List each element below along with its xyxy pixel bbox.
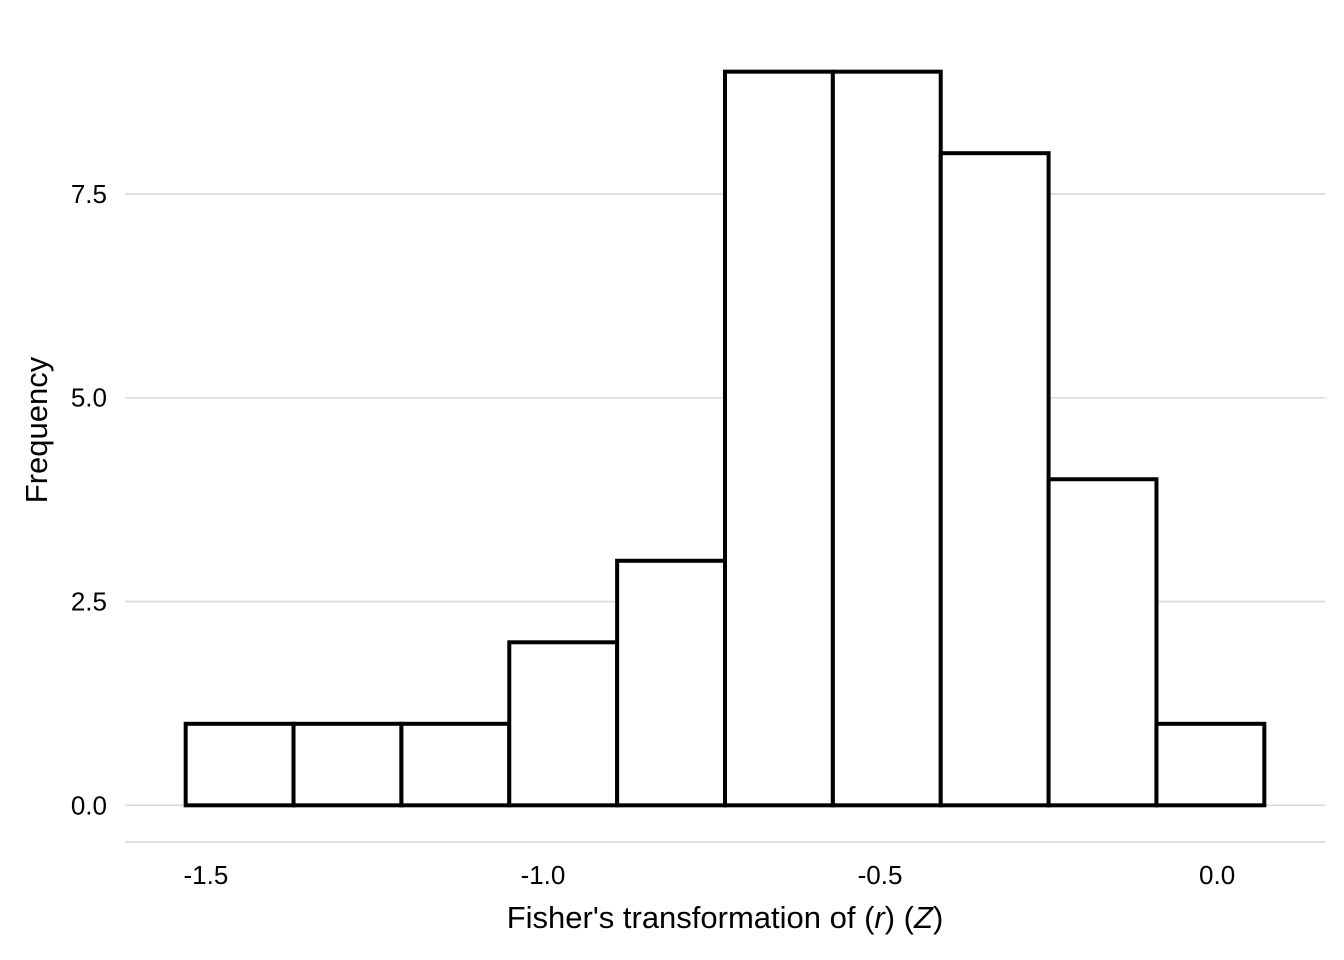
- y-tick-labels: 0.0 2.5 5.0 7.5: [71, 179, 107, 820]
- x-axis-title-mid: ) (: [885, 900, 915, 935]
- histogram-bar: [1154, 721, 1267, 808]
- x-axis-title: Fisher's transformation of (r) (Z): [507, 900, 944, 935]
- y-axis-title: Frequency: [19, 356, 54, 503]
- histogram-bar: [830, 69, 943, 808]
- x-tick-labels: -1.5 -1.0 -0.5 0.0: [183, 860, 1235, 890]
- x-axis-title-end: ): [933, 900, 943, 935]
- histogram-bar: [291, 721, 404, 808]
- x-tick-label: -0.5: [858, 860, 903, 890]
- histogram-bar: [183, 721, 296, 808]
- histogram-bar: [399, 721, 512, 808]
- histogram-bar: [507, 640, 620, 808]
- x-tick-label: 0.0: [1199, 860, 1235, 890]
- histogram-bar: [938, 151, 1051, 808]
- histogram-bar: [1046, 477, 1159, 808]
- x-axis-title-z: Z: [913, 900, 934, 935]
- y-tick-label: 0.0: [71, 790, 107, 820]
- x-axis-title-main: Fisher's transformation of (: [507, 900, 875, 935]
- y-tick-label: 2.5: [71, 587, 107, 617]
- y-tick-label: 7.5: [71, 179, 107, 209]
- x-axis-title-r: r: [874, 900, 886, 935]
- histogram-bars: [183, 69, 1267, 808]
- histogram-bar: [615, 558, 727, 808]
- x-tick-label: -1.0: [521, 860, 566, 890]
- y-tick-label: 5.0: [71, 383, 107, 413]
- histogram-bar: [723, 69, 835, 808]
- x-tick-label: -1.5: [183, 860, 228, 890]
